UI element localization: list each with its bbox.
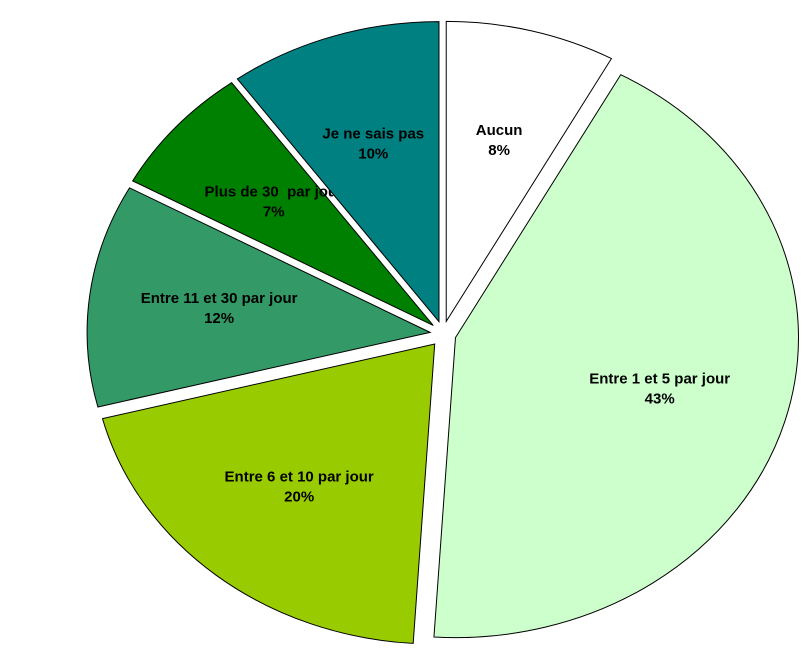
pie-slice xyxy=(101,343,436,644)
slice-label: Aucun xyxy=(476,122,523,139)
slice-value-label: 8% xyxy=(488,142,510,159)
slice-value-label: 20% xyxy=(284,488,314,505)
slice-label: Entre 6 et 10 par jour xyxy=(225,468,374,485)
slice-value-label: 43% xyxy=(645,390,675,407)
slice-label: Entre 1 et 5 par jour xyxy=(589,370,730,387)
slice-label: Entre 11 et 30 par jour xyxy=(141,290,298,307)
slice-label: Je ne sais pas xyxy=(322,126,424,143)
slice-label: Plus de 30 par jour xyxy=(205,183,344,200)
slice-value-label: 12% xyxy=(204,310,234,327)
pie-slice xyxy=(131,82,434,326)
pie-slice xyxy=(433,74,799,639)
pie-slice xyxy=(445,20,613,324)
slice-value-label: 7% xyxy=(263,203,285,220)
pie-slice xyxy=(236,21,440,324)
slice-value-label: 10% xyxy=(358,146,388,163)
pie-slice xyxy=(86,187,432,408)
